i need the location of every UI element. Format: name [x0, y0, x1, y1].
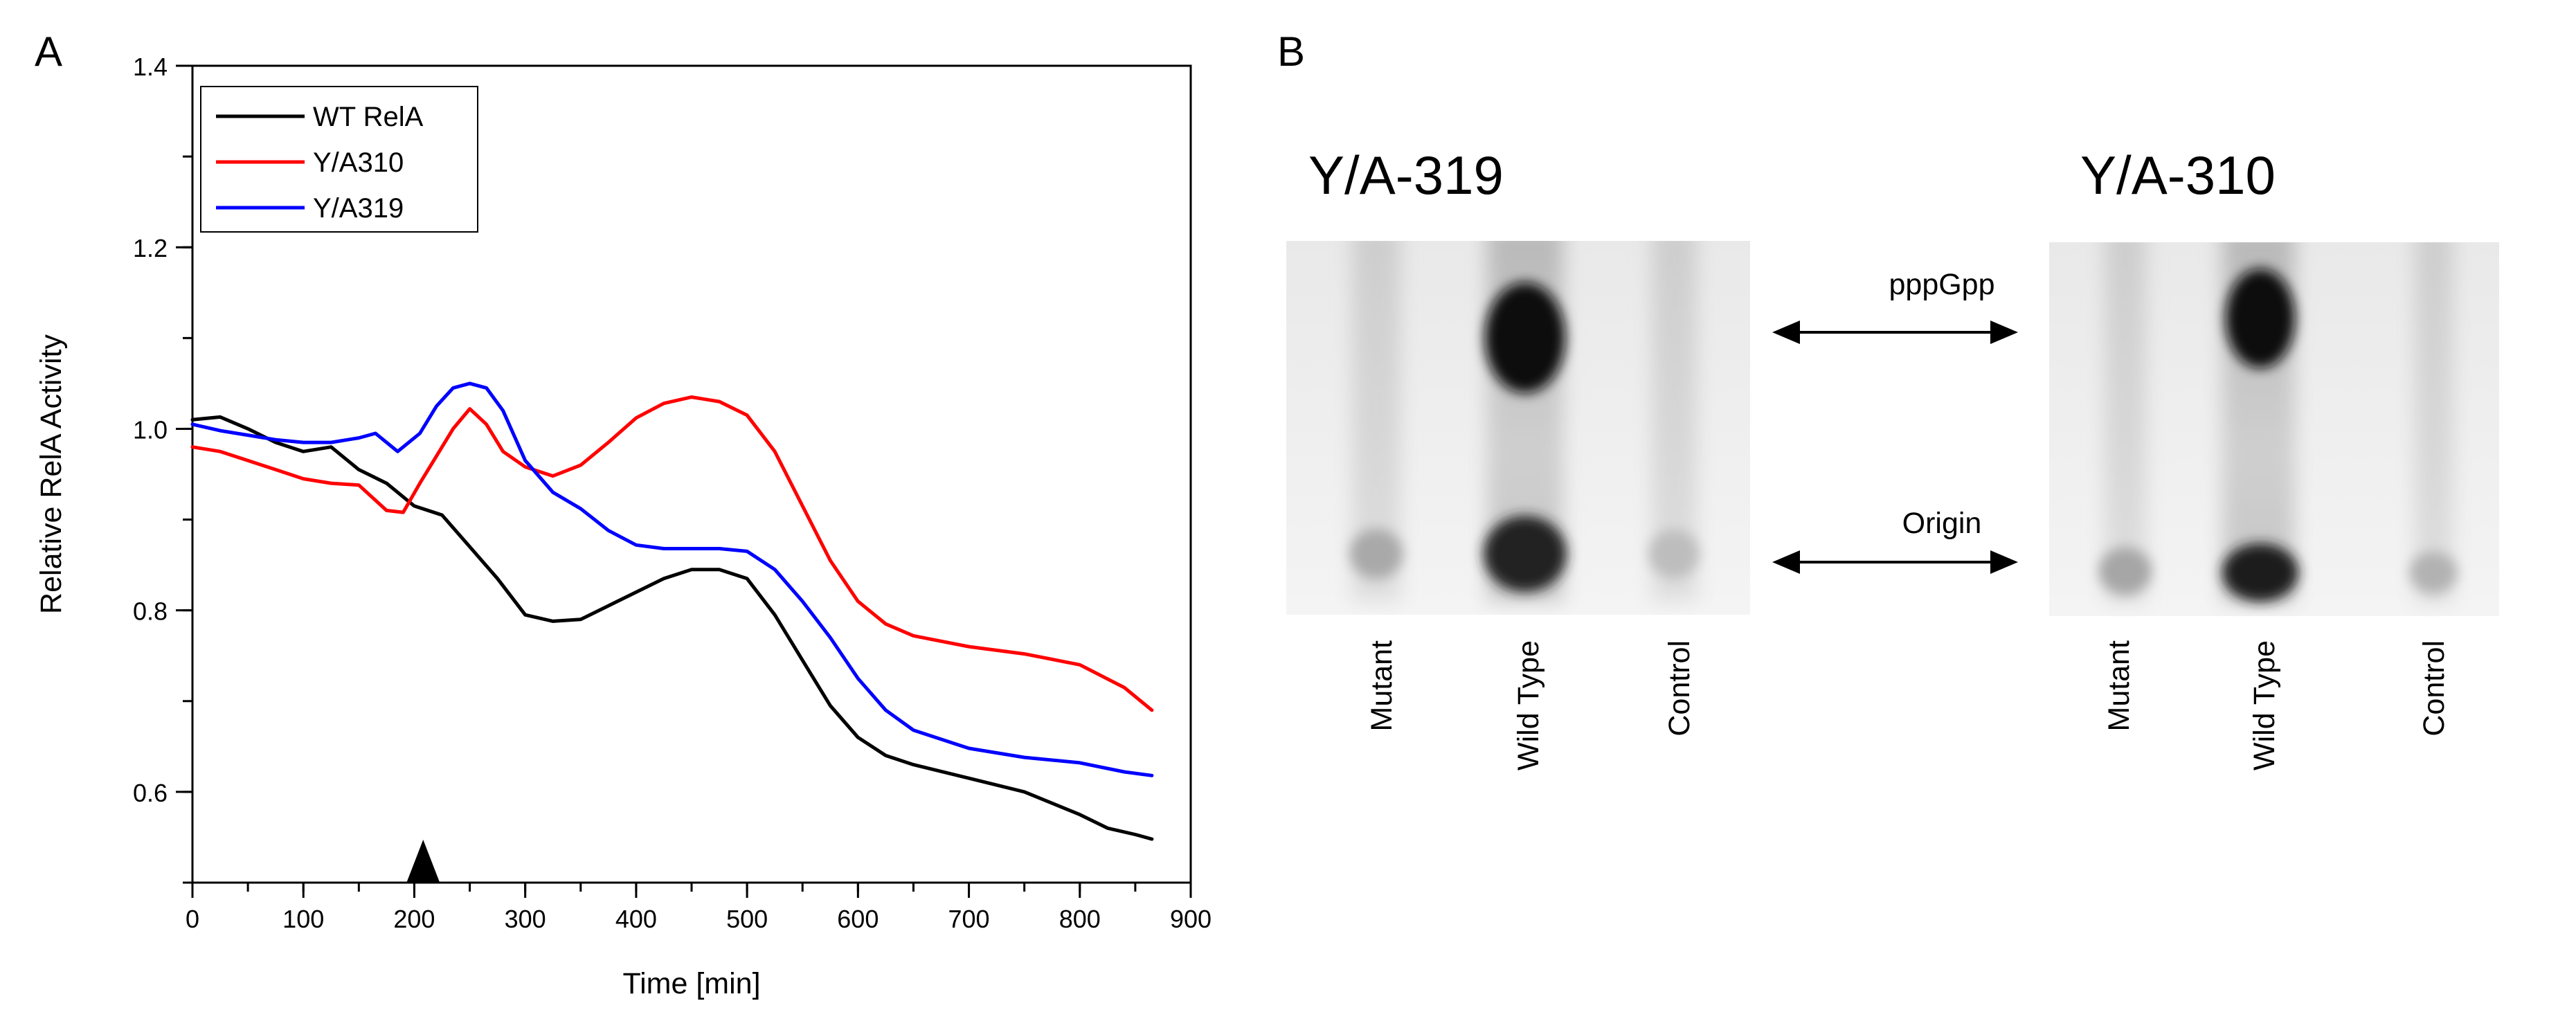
x-ticks: 0 100 200 300 400 500 600 700 800 900	[186, 883, 1212, 933]
legend-label: Y/A319	[313, 193, 404, 224]
lane-label-control: Control	[1663, 640, 1696, 737]
spot-origin-wild-type	[2222, 543, 2298, 602]
y-axis-label: Relative RelA Activity	[35, 334, 68, 614]
x-tick-label: 900	[1170, 905, 1212, 933]
series-line-y-a319	[190, 381, 1154, 777]
arrowhead-left-icon	[1772, 321, 1800, 344]
x-tick-label: 0	[186, 905, 199, 933]
spot-pppgpp-wild-type	[1485, 282, 1565, 393]
y-tick-label: 0.8	[133, 597, 168, 626]
arrowhead-left-icon	[1772, 550, 1800, 574]
series-layer	[190, 381, 1154, 841]
legend-label: WT RelA	[313, 102, 424, 132]
spot-origin-wild-type	[1484, 516, 1567, 592]
spot-pppgpp-wild-type	[2226, 269, 2295, 368]
x-tick-label: 700	[948, 905, 990, 933]
marker-pppgpp: pppGpp	[1772, 268, 2018, 344]
legend: WT RelA Y/A310 Y/A319	[200, 86, 478, 233]
x-tick-label: 500	[726, 905, 768, 933]
marker-label-origin: Origin	[1902, 507, 1982, 540]
lane-label-wild-type: Wild Type	[2248, 640, 2281, 770]
lane-label-wild-type: Wild Type	[1512, 640, 1545, 770]
spot-origin-mutant	[2099, 548, 2152, 595]
x-tick-label: 800	[1059, 905, 1101, 933]
lane-label-mutant: Mutant	[1365, 640, 1398, 732]
y-tick-label: 0.6	[133, 779, 168, 807]
legend-label: Y/A310	[313, 147, 404, 178]
spot-origin-control	[1649, 530, 1699, 578]
lane-streak-control	[2415, 242, 2453, 602]
line-chart: 0.6 0.8 1.0 1.2 1.4 0 100 200 300 400 500 600 700 80…	[35, 53, 1212, 1000]
lane-label-control: Control	[2417, 640, 2451, 737]
x-tick-label: 600	[837, 905, 879, 933]
gel-title-y-a-319: Y/A-319	[1308, 145, 1504, 206]
gel-title-y-a-310: Y/A-310	[2080, 145, 2276, 206]
x-tick-label: 200	[393, 905, 435, 933]
series-line-y-a310	[190, 395, 1154, 712]
marker-label-pppgpp: pppGpp	[1889, 268, 1994, 301]
lane-label-mutant: Mutant	[2102, 640, 2136, 732]
panel-a-label: A	[35, 28, 62, 75]
x-tick-label: 400	[615, 905, 657, 933]
y-tick-label: 1.4	[133, 53, 168, 81]
panel-b-label: B	[1277, 28, 1305, 75]
spot-origin-mutant	[1350, 529, 1403, 579]
x-tick-label: 300	[505, 905, 546, 933]
lane-streak-mutant	[2105, 242, 2146, 602]
time-marker-arrowhead	[406, 840, 440, 883]
spot-origin-control	[2410, 552, 2457, 593]
y-tick-label: 1.2	[133, 234, 168, 262]
y-ticks: 0.6 0.8 1.0 1.2 1.4	[133, 53, 192, 884]
marker-origin: Origin	[1772, 507, 2018, 574]
arrowhead-right-icon	[1990, 321, 2018, 344]
x-tick-label: 100	[282, 905, 324, 933]
gel-y-a-319: Y/A-319 Mutant Wild Type Control	[1286, 145, 1750, 770]
gel-y-a-310: Y/A-310 Mutant Wild Type Control	[2049, 145, 2499, 770]
arrowhead-right-icon	[1990, 550, 2018, 574]
x-axis-label: Time [min]	[622, 967, 760, 1000]
series-line-wt-rela	[190, 415, 1154, 841]
y-tick-label: 1.0	[133, 415, 168, 444]
